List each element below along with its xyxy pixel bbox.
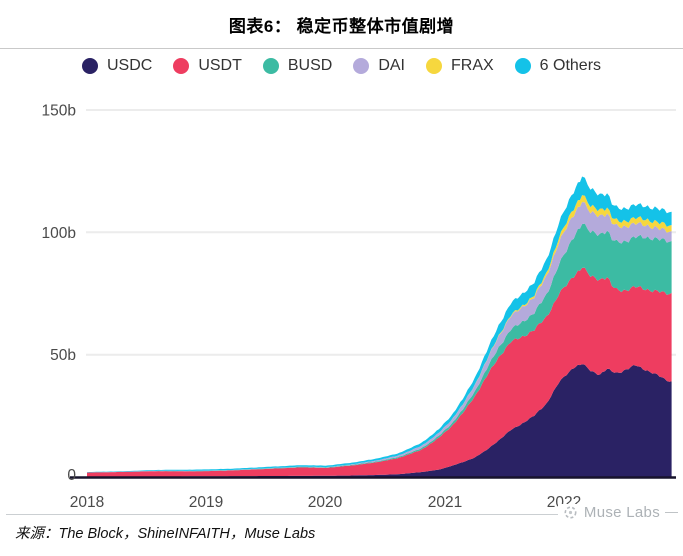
y-tick-100b: 100b [42,225,76,242]
area-usdc [87,364,672,477]
legend-label: 6 Others [539,57,602,74]
title-divider [0,48,683,49]
legend-dot-usdc [81,58,98,74]
legend-label: BUSD [287,57,333,74]
x-tick-2019: 2019 [189,494,223,511]
legend-item-frax: FRAX [426,57,494,75]
legend-dot-6-others [514,58,531,74]
x-tick-2020: 2020 [308,494,343,511]
y-tick-150b: 150b [42,103,76,120]
legend-item-busd: BUSD [262,57,333,75]
legend-item-dai: DAI [353,57,405,75]
footer-divider [6,514,677,515]
legend-label: FRAX [451,57,494,74]
legend-item-usdt: USDT [173,57,242,75]
legend-dot-frax [426,58,442,74]
legend-label: DAI [378,57,405,74]
legend: USDC USDT BUSD DAI FRAX 6 Others [0,57,683,75]
legend-item-6-others: 6 Others [514,57,602,75]
watermark-label: Muse Labs [583,504,660,521]
legend-label: USDC [106,57,153,74]
x-tick-2018: 2018 [70,494,104,511]
legend-item-usdc: USDC [81,57,153,75]
x-tick-2021: 2021 [428,494,462,511]
area-dai [87,202,672,473]
area-usdt [87,267,672,477]
muse-labs-logo-icon [564,506,577,519]
source-note: 来源：The Block，ShineINFAITH，Muse Labs [15,526,316,542]
y-tick-50b: 50b [50,347,76,364]
area-busd [87,223,672,473]
y-tick-0: 0 [67,467,76,484]
area-series-group [87,176,672,477]
legend-dot-busd [262,58,279,74]
legend-label: USDT [198,57,242,74]
chart-title: 图表6： 稳定币整体市值剧增 [228,17,455,36]
legend-dot-dai [353,58,370,74]
area-frax [87,195,672,473]
watermark-dash [665,512,678,513]
area-6-others [87,176,672,473]
legend-dot-usdt [173,58,190,74]
watermark: Muse Labs [557,504,678,521]
